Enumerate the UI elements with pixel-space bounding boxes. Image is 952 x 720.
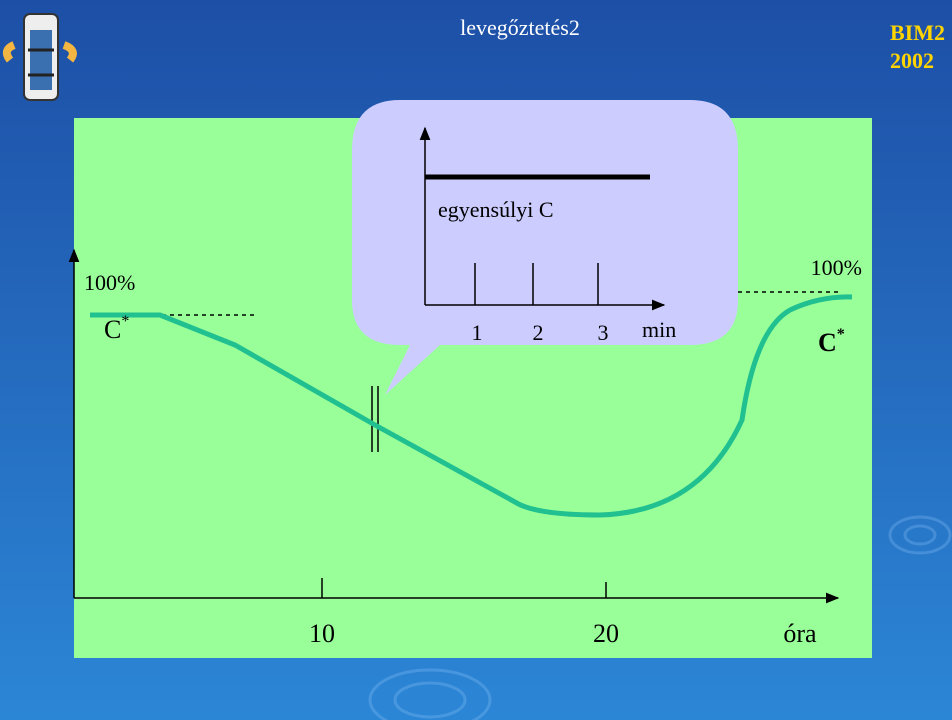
end-label: 100%	[811, 255, 862, 280]
inset-tick-label: 3	[598, 320, 609, 345]
badge: BIM2	[890, 20, 945, 45]
inset-x-label: min	[642, 317, 676, 342]
badge: 2002	[890, 48, 934, 73]
c-sup: *	[121, 313, 129, 330]
y-label: 100%	[84, 270, 135, 295]
slide-title: levegőztetés2	[460, 15, 580, 40]
x-tick-label: 20	[593, 619, 619, 648]
c-base: C	[818, 328, 837, 357]
inset-tick-label: 1	[472, 320, 483, 345]
x-axis-label: óra	[783, 619, 817, 648]
inset-line-label: egyensúlyi C	[438, 197, 554, 222]
c-sup: *	[837, 326, 845, 343]
c-base: C	[104, 315, 121, 344]
slide: levegőztetés2 BIM2 2002 100% C* 10 20 ór…	[0, 0, 952, 720]
x-tick-label: 10	[309, 619, 335, 648]
inset-tick-label: 2	[533, 320, 544, 345]
